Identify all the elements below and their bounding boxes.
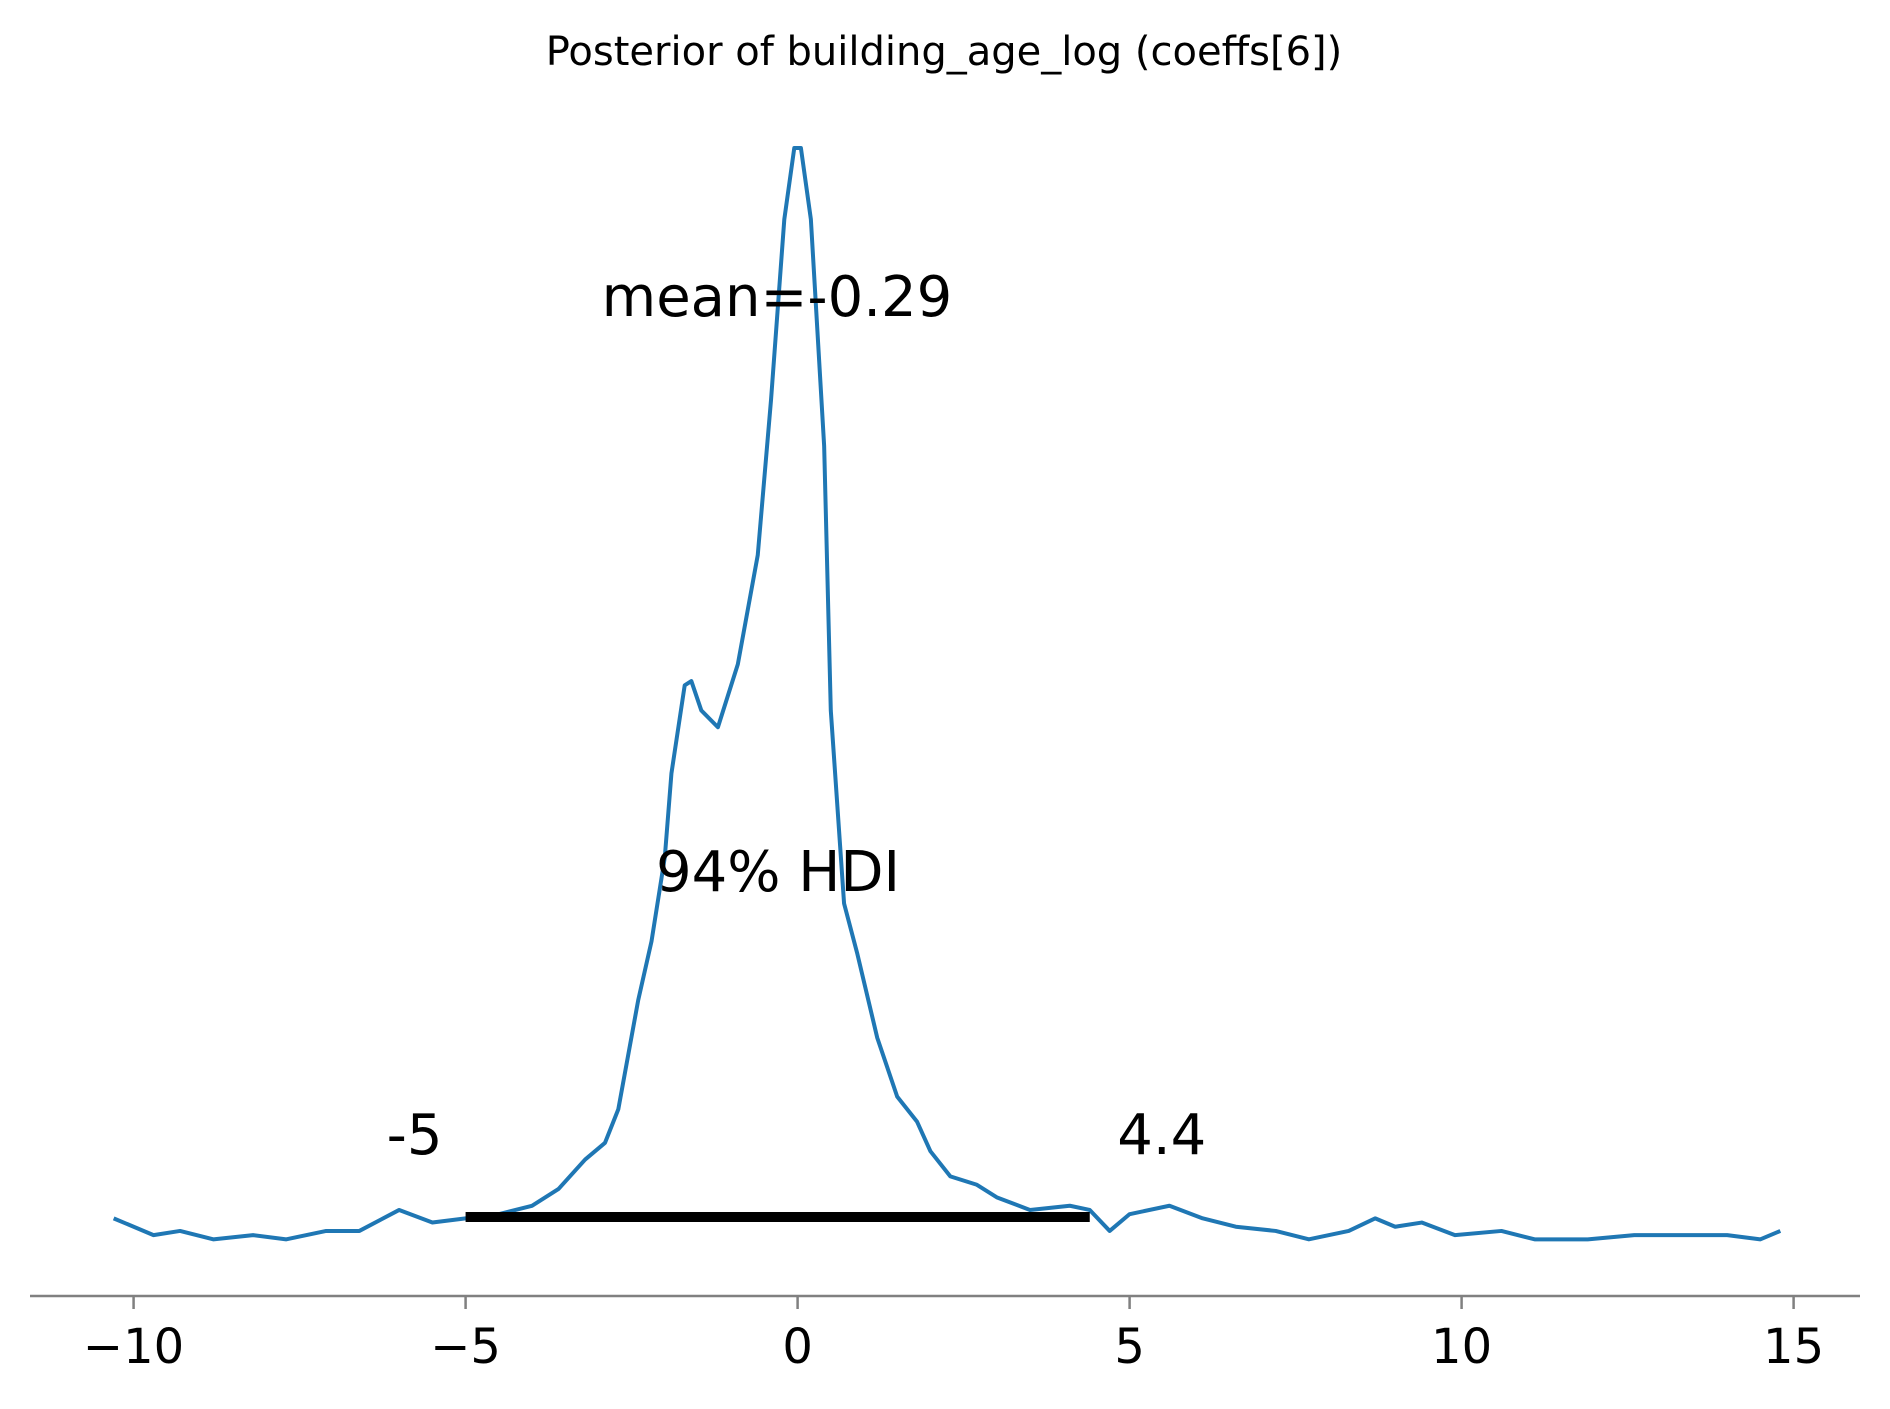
hdi-label: 94% HDI (656, 840, 900, 905)
x-tick-label: 15 (1763, 1319, 1824, 1375)
x-tick-label: 10 (1431, 1319, 1492, 1375)
hdi-lower-label: -5 (387, 1103, 443, 1168)
chart-title: Posterior of building_age_log (coeffs[6]… (546, 29, 1343, 75)
x-tick-label: 5 (1114, 1319, 1145, 1375)
x-tick-label: −5 (430, 1319, 501, 1375)
x-tick-label: −10 (83, 1319, 184, 1375)
mean-label: mean=-0.29 (602, 265, 953, 330)
hdi-upper-label: 4.4 (1117, 1103, 1206, 1168)
x-tick-label: 0 (782, 1319, 813, 1375)
